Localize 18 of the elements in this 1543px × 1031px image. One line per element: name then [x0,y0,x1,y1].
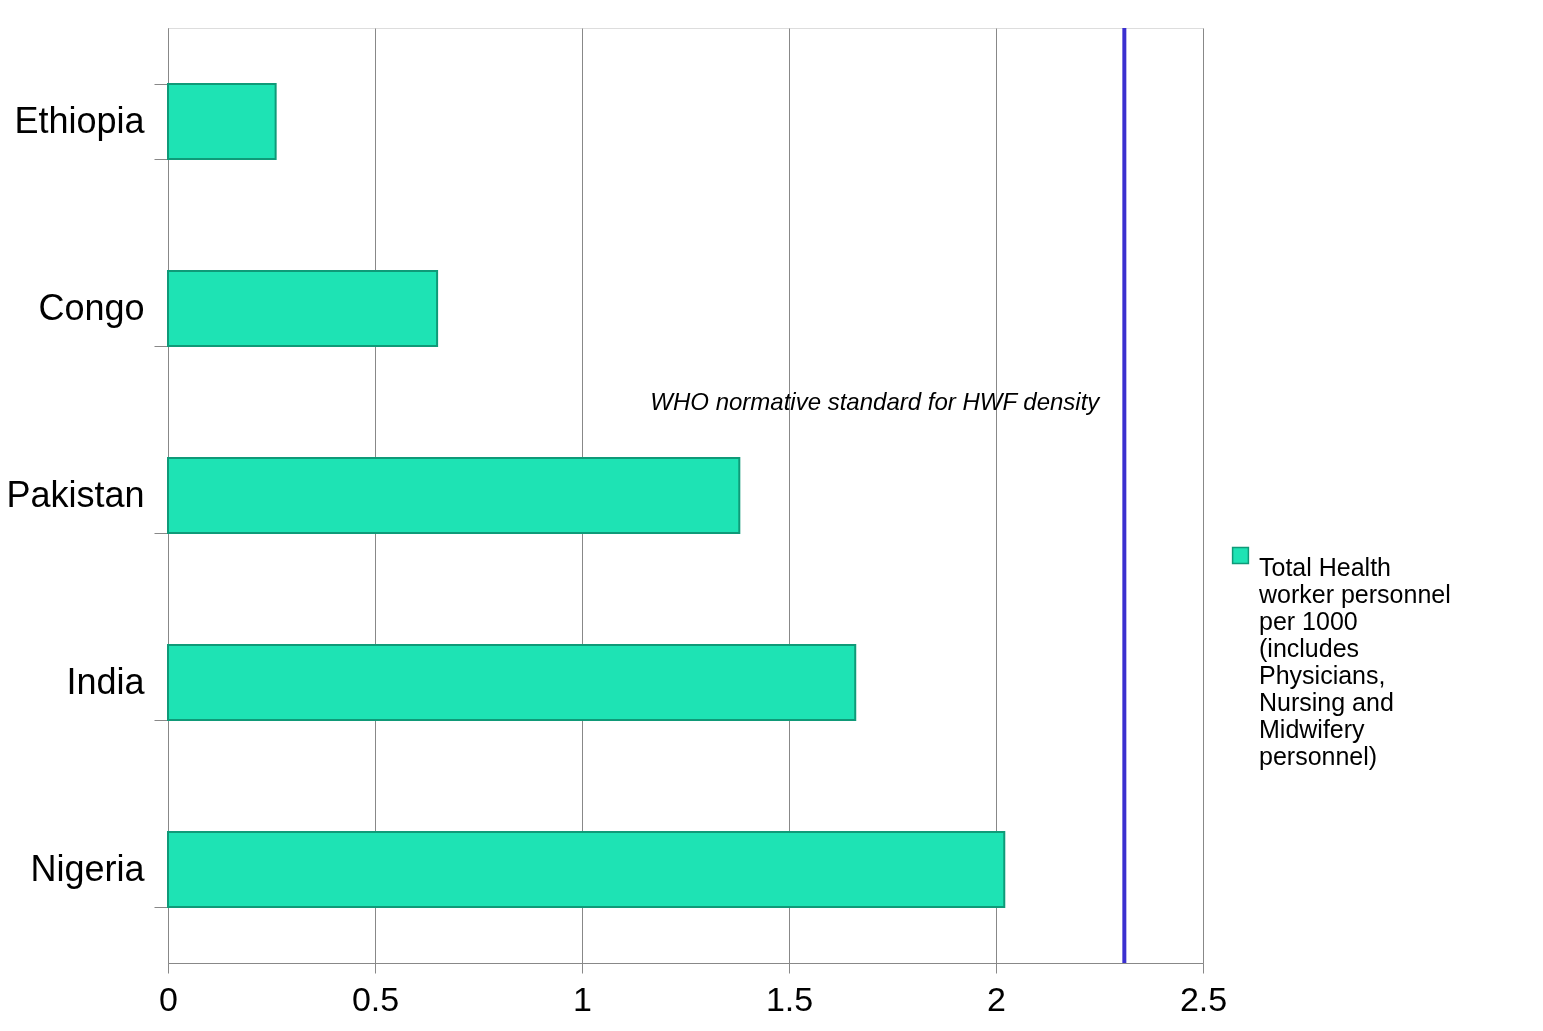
x-tick-label: 2 [987,979,1006,1018]
y-tick-label: Pakistan [6,474,145,515]
y-tick-label: Congo [38,287,145,328]
bar [167,270,439,347]
bar [167,457,741,534]
x-tick-label: 2.5 [1179,979,1228,1018]
y-tick-label: Nigeria [30,848,146,889]
bar [167,83,277,160]
bar [167,831,1006,908]
legend-label: Total Health worker personnel per 1000 (includes Physicians, Nursing and Midwifery personnel) [1258,552,1451,770]
bar [167,644,857,721]
y-tick-label: India [66,661,146,702]
ref-line-label: WHO normative standard for HWF density [650,388,1102,415]
x-tick-label: 0.5 [351,979,400,1018]
x-tick-label: 1.5 [765,979,814,1018]
x-tick-label: 0 [159,979,178,1018]
x-tick-label: 1 [573,979,592,1018]
y-tick-label: Ethiopia [14,100,146,141]
